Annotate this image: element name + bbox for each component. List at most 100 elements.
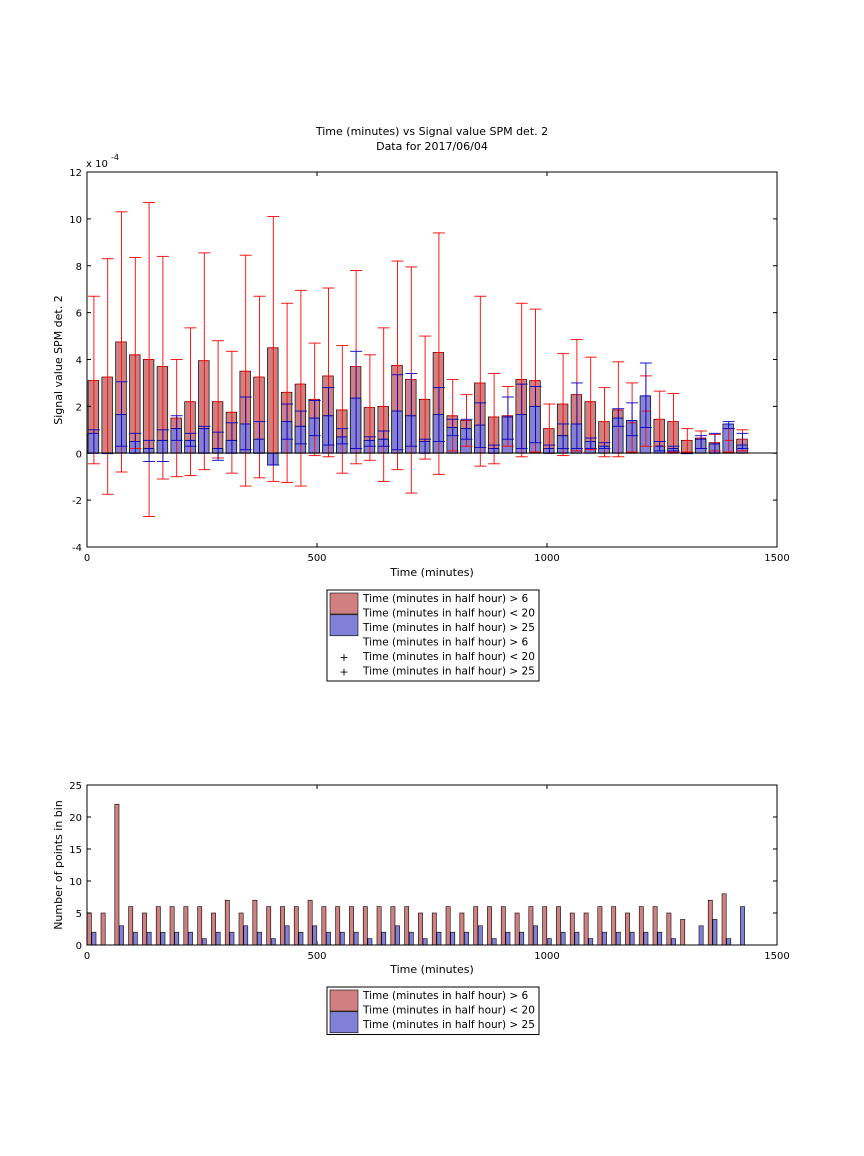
chart2-bar-series2 — [353, 931, 359, 946]
chart2-bar-series1 — [569, 912, 575, 946]
chart2-legend-entry: Time (minutes in half hour) > 6 — [362, 990, 529, 1002]
chart1-legend-entry: Time (minutes in half hour) > 6 — [362, 637, 529, 649]
chart2-bar-series2 — [436, 931, 442, 946]
chart1-x-tick-label: 1000 — [534, 553, 559, 564]
chart2-bar-series1 — [376, 906, 382, 946]
chart2-bar-series1 — [155, 906, 161, 946]
chart2-bar-series2 — [533, 925, 538, 946]
chart1-y-tick-label: 4 — [76, 356, 82, 367]
chart2-bar-series2 — [726, 938, 732, 946]
chart1-bar-series2 — [474, 424, 486, 454]
chart1-bar-series2 — [460, 428, 472, 454]
chart2-bar-series1 — [611, 906, 617, 946]
chart1-legend-swatch — [329, 592, 359, 615]
chart1-bar-series2 — [87, 432, 100, 454]
chart1-bar-series2 — [294, 425, 307, 454]
chart2-y-axis-label: Number of points in bin — [52, 800, 65, 930]
chart2-y-tick-label: 20 — [69, 813, 82, 824]
chart1-bar-series2 — [653, 445, 665, 454]
chart2-x-axis-label: Time (minutes) — [389, 963, 474, 976]
chart2-bar-series1 — [625, 912, 630, 946]
chart2-bar-series2 — [201, 938, 207, 946]
chart2-bar-series2 — [491, 938, 497, 946]
chart2-bar-series2 — [284, 925, 290, 946]
chart2-bar-series2 — [408, 931, 414, 946]
chart2-bar-series2 — [671, 938, 676, 946]
chart1-legend-marker: + — [339, 666, 348, 679]
chart1-y-tick-label: 8 — [76, 262, 82, 273]
chart2-y-tick-label: 10 — [69, 877, 82, 888]
chart2-legend-box — [326, 986, 540, 1035]
chart1-bar-series2 — [349, 397, 362, 454]
chart2-x-tick-label: 1500 — [764, 951, 789, 962]
chart1-bar-series1 — [211, 401, 224, 454]
chart1-bar-series2 — [129, 441, 141, 454]
chart1-legend-box — [326, 589, 540, 682]
chart2-legend-swatch — [329, 989, 359, 1012]
chart2-bar-series1 — [666, 912, 672, 946]
chart2-bar-series2 — [270, 938, 276, 946]
chart1-bar-series2 — [184, 440, 196, 454]
chart2-bar-series1 — [487, 906, 492, 946]
chart2-plot-area — [86, 784, 778, 946]
chart1-bar-series2 — [225, 440, 238, 454]
chart2-bar-series2 — [464, 931, 469, 946]
chart1-bar-series2 — [156, 440, 169, 454]
chart2-bar-series2 — [546, 938, 552, 946]
chart2-bar-series2 — [326, 931, 331, 946]
chart2-bar-series1 — [307, 899, 313, 946]
chart1-legend: Time (minutes in half hour) > 6 Time (min… — [326, 589, 540, 682]
chart2-bar-series1 — [445, 906, 451, 946]
chart1-bar-series2 — [736, 444, 748, 454]
chart1-legend-entry: Time (minutes in half hour) > 25 — [362, 622, 535, 634]
chart1-bar-series2 — [363, 440, 376, 454]
chart1-x-axis-label: Time (minutes) — [389, 566, 474, 579]
chart1-axes: 0 500 1000 1500 -4 -2 0 2 4 6 8 10 12 — [69, 168, 789, 564]
chart1-bar-series2 — [280, 421, 293, 454]
chart2-bar-series1 — [142, 912, 147, 946]
chart2-bar-series1 — [224, 899, 230, 946]
chart1-legend-marker: + — [339, 651, 348, 664]
chart2-bar-series1 — [514, 912, 520, 946]
chart1-bar-series2 — [556, 435, 569, 454]
chart2-bar-series2 — [146, 931, 152, 946]
chart1-bar-series2 — [598, 445, 610, 454]
chart1-bar-series2 — [515, 414, 527, 454]
chart2-bar-series2 — [629, 931, 635, 946]
chart1-bar-series2 — [432, 414, 445, 454]
chart2-bar-series2 — [215, 931, 221, 946]
chart2-bar-series1 — [238, 912, 244, 946]
chart1-bar-series2 — [612, 417, 624, 454]
chart2-bar-series2 — [712, 919, 718, 946]
chart2-bar-series1 — [404, 906, 410, 946]
chart1-bar-series2 — [322, 415, 334, 454]
chart2-bar-series1 — [473, 906, 479, 946]
chart2-bar-series2 — [602, 931, 607, 946]
chart2-bar-series2 — [698, 925, 704, 946]
chart2-bar-series2 — [395, 925, 400, 946]
chart2-bar-series2 — [132, 931, 138, 946]
chart2-bar-series1 — [293, 906, 299, 946]
chart2-bar-series2 — [367, 938, 373, 946]
chart2-bar-series1 — [583, 912, 589, 946]
chart1-legend-entry: Time (minutes in half hour) > 6 — [362, 593, 529, 605]
chart2-y-tick-label: 25 — [69, 781, 82, 792]
chart2-bar-series1 — [86, 912, 92, 946]
chart1-bar-series1 — [142, 359, 155, 454]
chart2-bar-series2 — [91, 931, 97, 946]
chart1-y-tick-label: 0 — [76, 449, 82, 460]
chart2-bar-series2 — [615, 931, 621, 946]
chart1-bar-series2 — [529, 406, 541, 454]
chart2-bar-series2 — [657, 931, 663, 946]
chart2-bar-series1 — [128, 906, 134, 946]
chart1-bar-series2 — [239, 423, 251, 454]
chart1-error-bars — [87, 202, 749, 517]
chart1-bar-series2 — [625, 420, 638, 454]
chart1-exponent-power: -4 — [111, 153, 119, 162]
chart2-bar-series1 — [349, 906, 354, 946]
chart1-subtitle: Data for 2017/06/04 — [376, 140, 488, 153]
chart2-bar-series1 — [431, 912, 437, 946]
chart2-x-tick-label: 0 — [84, 951, 90, 962]
chart2-bar-series1 — [280, 906, 285, 946]
chart2-bar-series2 — [257, 931, 262, 946]
